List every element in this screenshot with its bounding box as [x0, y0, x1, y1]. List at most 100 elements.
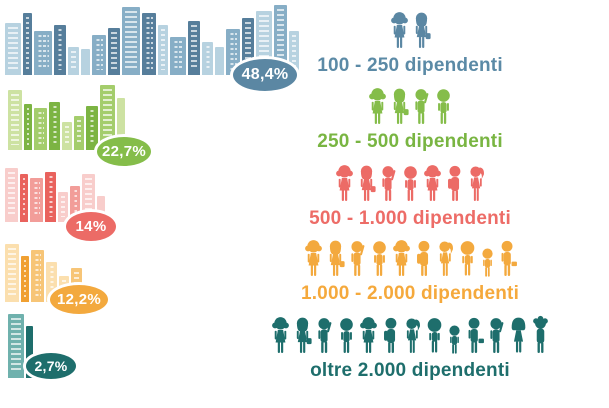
woman-bag-icon [389, 84, 410, 129]
building [21, 256, 29, 302]
girl-ponytail-icon [435, 236, 456, 281]
people-icons [270, 311, 551, 358]
woman-curly-icon [389, 8, 410, 53]
people-icons [367, 82, 454, 129]
percentage-badge: 22,7% [94, 134, 154, 169]
city-skyline [8, 313, 34, 378]
man-bag-icon [497, 236, 518, 281]
people-icons [334, 159, 487, 206]
woman-bag-icon [356, 161, 377, 206]
building [31, 250, 44, 302]
legend-label: 250 - 500 dipendenti [317, 131, 503, 152]
woman-curly-icon [358, 313, 379, 358]
building [188, 21, 200, 75]
building [23, 13, 32, 75]
building [62, 122, 72, 150]
man-waving-icon [378, 161, 399, 206]
legend-group-100-250: 100 - 250 dipendenti [252, 6, 568, 77]
skyline-row-1000-2000: 12,2% [5, 240, 111, 317]
woman-curly-icon [367, 84, 388, 129]
girl-ponytail-icon [466, 161, 487, 206]
percentage-badge: 2,7% [23, 350, 79, 382]
legend-label: 1.000 - 2.000 dipendenti [300, 283, 520, 304]
building [122, 7, 140, 75]
building [24, 104, 32, 150]
building [97, 196, 105, 222]
building [158, 25, 168, 75]
woman-curly-icon [303, 236, 324, 281]
legend: 100 - 250 dipendenti 250 - 500 dipendenti… [252, 0, 568, 408]
building [54, 25, 66, 75]
percentage-badge: 14% [63, 209, 119, 244]
building [92, 35, 106, 75]
building [142, 13, 156, 75]
building [8, 90, 22, 150]
legend-label: 100 - 250 dipendenti [317, 55, 503, 76]
boy-icon [400, 161, 421, 206]
building [170, 37, 186, 75]
building [49, 102, 60, 150]
man-backpack-icon [444, 161, 465, 206]
people-icons [389, 6, 432, 53]
woman-bag-icon [325, 236, 346, 281]
building [30, 178, 43, 222]
skyline-row-250-500: 22,7% [8, 85, 154, 169]
man-waving-icon [347, 236, 368, 281]
man-backpack-icon [380, 313, 401, 358]
woman-curly-icon [334, 161, 355, 206]
city-skyline [8, 85, 128, 150]
girl-ponytail-icon [402, 313, 423, 358]
woman-bob-icon [508, 313, 529, 358]
building [20, 174, 28, 222]
skyline-row-oltre-2000: 2,7% [8, 313, 79, 382]
boy-icon [336, 313, 357, 358]
building [74, 116, 84, 150]
boy-round-icon [457, 236, 478, 281]
building [117, 98, 125, 150]
person-small-icon [446, 321, 463, 358]
building [5, 168, 18, 222]
building [108, 28, 120, 75]
building [86, 106, 98, 150]
legend-group-1000-2000: 1.000 - 2.000 dipendenti [252, 234, 568, 305]
woman-curly-icon [422, 161, 443, 206]
building [58, 192, 68, 222]
percentage-badge: 12,2% [47, 282, 111, 317]
building [81, 49, 90, 75]
people-icons [303, 234, 518, 281]
boy-icon [369, 236, 390, 281]
man-bag-icon [464, 313, 485, 358]
man-waving-icon [314, 313, 335, 358]
skyline-row-500-1000: 14% [5, 163, 119, 244]
building [5, 23, 21, 75]
man-curly-icon [530, 313, 551, 358]
woman-curly-icon [270, 313, 291, 358]
building [8, 314, 24, 378]
woman-bag-icon [292, 313, 313, 358]
building [70, 186, 80, 222]
man-waving-icon [486, 313, 507, 358]
skyline-row-100-250: 48,4% [5, 5, 300, 94]
percentage-badge: 48,4% [230, 56, 300, 94]
legend-group-oltre-2000: oltre 2.000 dipendenti [252, 311, 568, 382]
building [26, 326, 33, 378]
woman-bag-icon [411, 8, 432, 53]
person-small-icon [479, 244, 496, 281]
legend-group-250-500: 250 - 500 dipendenti [252, 82, 568, 153]
building [34, 31, 52, 75]
man-backpack-icon [413, 236, 434, 281]
legend-label: 500 - 1.000 dipendenti [309, 208, 511, 229]
boy-icon [433, 84, 454, 129]
building [34, 108, 47, 150]
building [202, 42, 213, 75]
building [289, 31, 299, 75]
building [5, 244, 19, 302]
building [45, 172, 56, 222]
boy-round-icon [424, 313, 445, 358]
building [46, 262, 57, 302]
building [215, 47, 224, 75]
legend-label: oltre 2.000 dipendenti [310, 360, 510, 381]
building [100, 85, 115, 150]
